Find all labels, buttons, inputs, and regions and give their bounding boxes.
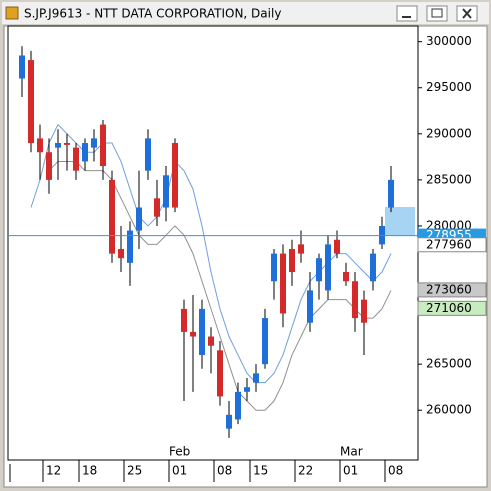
candle-body: [361, 299, 367, 323]
candle-body: [37, 138, 43, 153]
candle-body: [163, 175, 169, 208]
candle-body: [298, 244, 304, 254]
x-tick-label: 15: [253, 464, 268, 478]
y-tick-label: 260000: [426, 403, 472, 417]
minimize-button[interactable]: [396, 5, 418, 22]
x-tick-label: 25: [127, 464, 142, 478]
month-label: Mar: [340, 445, 363, 459]
candle-body: [19, 55, 25, 79]
candle-body: [235, 391, 241, 420]
y-tick-label: 265000: [426, 357, 472, 371]
candle-body: [307, 290, 313, 323]
candle-body: [217, 350, 223, 397]
y-tick-label: 290000: [426, 126, 472, 140]
candle-body: [388, 179, 394, 208]
current-bar-highlight: [385, 207, 415, 236]
candle-body: [64, 143, 70, 145]
candle-body: [280, 253, 286, 314]
candle-body: [334, 239, 340, 254]
moving-average: [48, 160, 392, 411]
y-tick-label: 295000: [426, 80, 472, 94]
candle-body: [145, 138, 151, 171]
candle-body: [325, 244, 331, 291]
candle-body: [46, 152, 52, 180]
price-label-box: [417, 282, 487, 298]
x-tick-label: 08: [388, 464, 403, 478]
price-label: 271060: [426, 301, 472, 315]
x-tick-label: 01: [172, 464, 187, 478]
candle-body: [154, 198, 160, 217]
candle-body: [316, 258, 322, 282]
candle-body: [352, 281, 358, 319]
candle-body: [100, 124, 106, 167]
candle-body: [244, 387, 250, 392]
month-label: Feb: [169, 445, 190, 459]
candle-body: [73, 147, 79, 171]
candle-body: [190, 331, 196, 337]
candle-body: [109, 179, 115, 254]
candle-body: [253, 373, 259, 383]
app-icon: [5, 6, 19, 20]
x-tick-label: 12: [46, 464, 61, 478]
candle-body: [226, 414, 232, 429]
candle-body: [28, 60, 34, 144]
plot-area: [7, 25, 419, 461]
y-tick-label: 285000: [426, 172, 472, 186]
candle-body: [127, 230, 133, 263]
title-bar: [2, 2, 489, 24]
x-tick-label: 08: [217, 464, 232, 478]
x-tick-label: 01: [343, 464, 358, 478]
maximize-icon: [431, 8, 443, 18]
x-tick-label: 22: [298, 464, 313, 478]
candle-body: [181, 308, 187, 332]
candle-body: [118, 248, 124, 259]
candle-body: [199, 308, 205, 355]
candle-body: [172, 143, 178, 208]
maximize-button[interactable]: [426, 5, 448, 22]
candle-body: [343, 272, 349, 282]
price-label-box: [417, 237, 487, 253]
y-tick-label: 300000: [426, 34, 472, 48]
candle-body: [91, 138, 97, 148]
price-label: 277960: [426, 237, 472, 251]
price-label-box: [417, 300, 487, 316]
window-title: S.JP.J9613 - NTT DATA CORPORATION, Daily: [24, 7, 281, 21]
candle-body: [271, 253, 277, 282]
candle-body: [82, 143, 88, 162]
candle-body: [55, 143, 61, 148]
x-tick-label: 18: [82, 464, 97, 478]
candle-body: [370, 253, 376, 282]
candle-body: [289, 248, 295, 273]
candle-body: [262, 318, 268, 365]
price-label: 273060: [426, 282, 472, 296]
candle-body: [208, 336, 214, 346]
close-icon: [462, 8, 472, 19]
candle-body: [136, 207, 142, 231]
